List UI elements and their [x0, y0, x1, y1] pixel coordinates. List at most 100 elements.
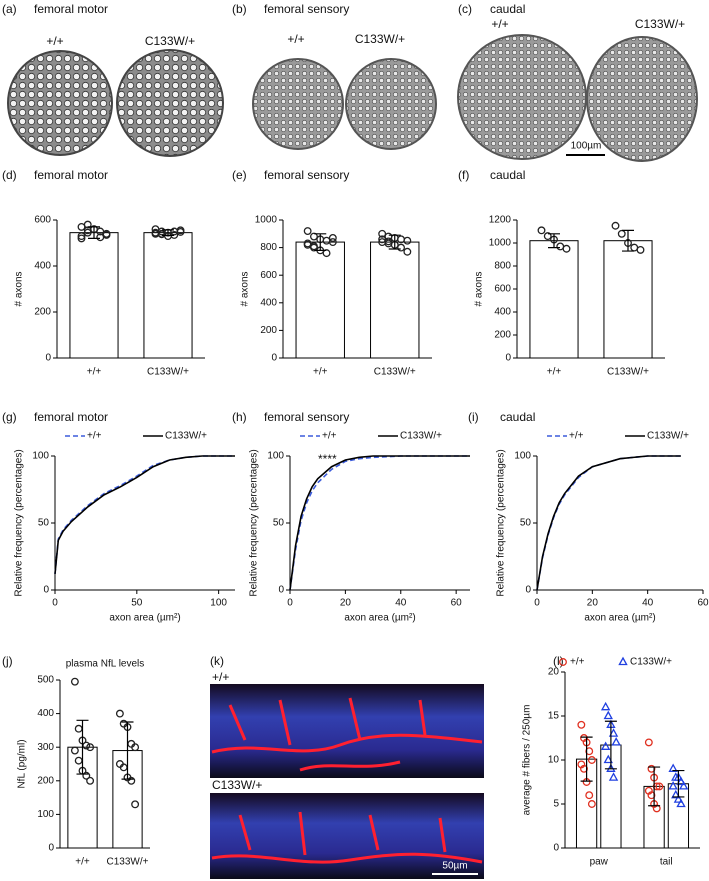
panel-title: femoral sensory: [264, 2, 349, 16]
y-axis-label: Relative frequency (percentages): [14, 449, 25, 596]
legend-label: C133W/+: [647, 431, 689, 442]
data-point: [617, 229, 626, 238]
genotype-label: C133W/+: [635, 17, 685, 31]
y-tick-label: 10: [548, 755, 560, 766]
panel-title: femoral motor: [34, 2, 108, 16]
data-point: [618, 656, 628, 666]
chart-title: caudal: [500, 410, 535, 424]
panel-label: (l): [553, 654, 564, 668]
data-point: [74, 724, 83, 733]
data-point: [603, 754, 613, 764]
data-point: [328, 233, 337, 242]
y-axis-label: # axons: [474, 271, 485, 306]
data-point: [587, 756, 596, 764]
data-point: [303, 227, 312, 235]
genotype-label: +/+: [212, 670, 229, 684]
legend-label: C133W/+: [630, 657, 672, 668]
y-tick-label: 200: [260, 325, 277, 336]
legend-label: +/+: [569, 431, 584, 442]
data-point: [322, 249, 331, 258]
chart-title: femoral sensory: [264, 168, 349, 182]
y-tick-label: 100: [267, 451, 284, 462]
panel-label: (j): [2, 654, 13, 668]
bar: [143, 232, 193, 359]
x-tick-label: tail: [660, 857, 673, 868]
data-point: [77, 232, 86, 241]
genotype-label: +/+: [46, 34, 63, 48]
error-bar: [121, 721, 134, 780]
nerve-section: [457, 34, 587, 160]
series-line: [54, 455, 235, 574]
x-tick-label: 60: [697, 598, 709, 609]
y-axis-label: average # fibers / 250µm: [522, 705, 533, 816]
data-point: [303, 239, 312, 248]
y-tick-label: 0: [278, 585, 284, 596]
y-tick-label: 100: [37, 809, 54, 820]
y-axis-label: # axons: [240, 271, 251, 306]
y-tick-label: 0: [525, 585, 531, 596]
error-bar: [580, 736, 593, 782]
data-point: [644, 738, 653, 747]
data-point: [668, 781, 678, 790]
scale-bar-label: 100µm: [571, 141, 602, 152]
data-point: [328, 238, 337, 247]
data-point: [151, 225, 160, 234]
y-tick-label: 1000: [255, 215, 278, 226]
data-point: [102, 230, 111, 239]
error-bar: [388, 234, 401, 250]
x-axis-label: axon area (µm²): [584, 613, 655, 624]
data-point: [397, 243, 405, 252]
x-tick-label: 0: [287, 598, 293, 609]
error-bar: [648, 766, 661, 807]
data-point: [310, 242, 318, 251]
y-tick-label: 50: [38, 518, 50, 529]
y-tick-label: 400: [37, 708, 54, 719]
y-tick-label: 5: [553, 799, 559, 810]
bar: [603, 240, 653, 359]
panel-label: (g): [2, 410, 17, 424]
genotype-label: C133W/+: [145, 34, 195, 48]
error-bar: [622, 229, 634, 252]
data-point: [384, 237, 393, 246]
x-tick-label: 20: [340, 598, 352, 609]
data-point: [86, 776, 95, 785]
series-line: [54, 455, 235, 574]
data-point: [131, 743, 140, 752]
nerve-section: [586, 36, 698, 162]
data-point: [647, 791, 656, 800]
y-tick-label: 20: [548, 667, 560, 678]
x-tick-label: +/+: [547, 367, 562, 378]
data-point: [652, 782, 661, 791]
y-tick-label: 400: [260, 297, 277, 308]
x-tick-label: 20: [587, 598, 599, 609]
data-point: [608, 772, 619, 781]
y-tick-label: 100: [514, 451, 531, 462]
y-tick-label: 15: [548, 711, 560, 722]
data-point: [559, 658, 567, 666]
bar: [295, 241, 345, 359]
x-tick-label: C133W/+: [607, 367, 649, 378]
micrograph-panel: (a) femoral motor +/+ C133W/+ (b) femora…: [2, 2, 698, 162]
data-point: [403, 247, 412, 256]
data-point: [636, 245, 645, 254]
x-tick-label: C133W/+: [147, 367, 189, 378]
y-tick-label: 0: [505, 353, 511, 364]
data-point: [647, 764, 656, 773]
y-tick-label: 800: [260, 242, 277, 253]
x-tick-label: 60: [451, 598, 463, 609]
y-tick-label: 1000: [489, 238, 512, 249]
chart-panel: (f) caudal 0 200 400 600 800 1000 1200 # axons +/+…: [458, 168, 665, 378]
data-point: [606, 763, 616, 772]
data-point: [77, 222, 86, 231]
y-tick-label: 200: [37, 775, 54, 786]
series-line: [289, 455, 470, 591]
error-bar: [548, 233, 560, 249]
panel-label: (e): [232, 168, 247, 182]
chart-title: femoral motor: [34, 410, 108, 424]
chart-panel: (e) femoral sensory 0 200 400 600 800 1000 # axo…: [232, 168, 432, 378]
y-axis-label: Relative frequency (percentages): [249, 449, 260, 596]
legend-label: +/+: [87, 431, 102, 442]
scale-bar-label: 50µm: [442, 861, 467, 872]
panel-label: (a): [2, 2, 17, 16]
